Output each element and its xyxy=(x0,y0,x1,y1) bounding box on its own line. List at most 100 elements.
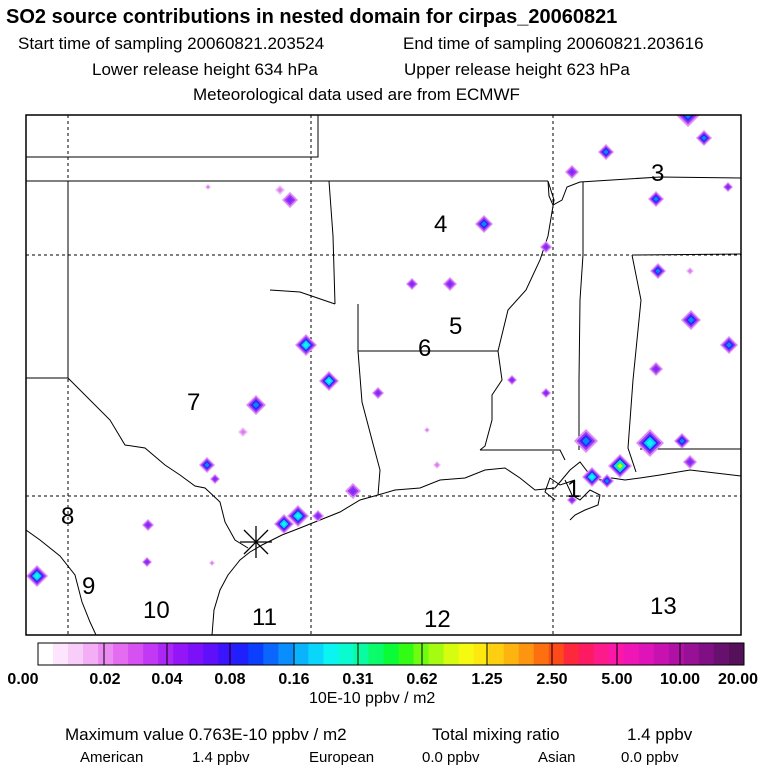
colorbar-segment xyxy=(38,643,54,665)
colorbar-segment xyxy=(158,643,174,665)
colorbar-segment xyxy=(398,643,414,665)
colorbar-segment xyxy=(413,643,429,665)
plume-cell xyxy=(569,497,575,503)
region-label-8: 8 xyxy=(61,503,74,530)
plume-cell xyxy=(295,513,301,519)
plume-cell xyxy=(277,187,283,193)
colorbar-segment xyxy=(173,643,189,665)
map-frame xyxy=(25,114,742,636)
colorbar-segment xyxy=(623,643,640,665)
asian-value: 0.0 ppbv xyxy=(621,749,679,766)
plume-cell xyxy=(509,377,515,383)
region-label-9: 9 xyxy=(82,573,95,600)
colorbar-segment xyxy=(248,643,264,665)
colorbar-segment xyxy=(428,643,444,665)
colorbar-segment xyxy=(68,643,84,665)
plume-cell xyxy=(655,268,661,274)
asian-label: Asian xyxy=(538,749,576,766)
plume-cell xyxy=(582,437,590,445)
colorbar-tick: 0.16 xyxy=(278,671,309,688)
colorbar-tick: 0.00 xyxy=(7,671,38,688)
region-label-4: 4 xyxy=(434,211,447,238)
plume-cell xyxy=(589,474,595,480)
colorbar-segment xyxy=(683,643,700,665)
european-value: 0.0 ppbv xyxy=(422,749,480,766)
plume-cell xyxy=(617,463,623,469)
plume-cell xyxy=(34,573,40,579)
colorbar-segment xyxy=(593,643,610,665)
colorbar-tick: 10.00 xyxy=(660,671,700,688)
plume-cell xyxy=(425,428,429,432)
plume-cell xyxy=(701,135,707,141)
plume-cell xyxy=(409,281,415,287)
plume-cell xyxy=(303,342,309,348)
colorbar-segment xyxy=(443,643,459,665)
region-label-3: 3 xyxy=(651,160,664,187)
colorbar-tick: 0.31 xyxy=(342,671,373,688)
plume-cell xyxy=(315,513,321,519)
colorbar-segment xyxy=(728,643,745,665)
met-data-source: Meteorological data used are from ECMWF xyxy=(193,85,520,104)
colorbar-segment xyxy=(218,643,234,665)
colorbar-segment xyxy=(638,643,655,665)
colorbar-segment xyxy=(383,643,399,665)
plume-cell xyxy=(687,268,693,274)
colorbar-segment xyxy=(233,643,249,665)
american-label: American xyxy=(80,749,144,766)
plume-cell xyxy=(144,559,150,565)
plume-cell xyxy=(375,390,381,396)
colorbar xyxy=(37,642,745,666)
region-label-10: 10 xyxy=(143,597,170,624)
plume-cell xyxy=(481,221,487,227)
colorbar-segment xyxy=(533,643,550,665)
colorbar-segment xyxy=(263,643,279,665)
european-label: European xyxy=(309,749,375,766)
colorbar-segment xyxy=(83,643,99,665)
so2-plume-field xyxy=(26,115,738,587)
plume-cell xyxy=(204,462,210,468)
colorbar-segment xyxy=(503,643,520,665)
plume-cell xyxy=(206,185,210,189)
region-label-11: 11 xyxy=(252,604,277,631)
total-mixing-value: 1.4 ppbv xyxy=(627,725,693,744)
colorbar-tick: 20.00 xyxy=(718,671,758,688)
plume-cell xyxy=(252,401,260,409)
colorbar-segment xyxy=(188,643,204,665)
maximum-value: Maximum value 0.763E-10 ppbv / m2 xyxy=(65,725,347,744)
plume-cell xyxy=(240,429,246,435)
plume-cell xyxy=(349,487,357,495)
plume-cell xyxy=(679,438,685,444)
plume-cell xyxy=(687,316,695,324)
plume-cell xyxy=(687,459,693,465)
colorbar-tick-labels: 0.00 0.02 0.04 0.08 0.16 0.31 0.62 1.25 … xyxy=(7,671,758,688)
region-label-13: 13 xyxy=(650,593,677,620)
colorbar-segment xyxy=(113,643,129,665)
colorbar-segment xyxy=(668,643,685,665)
colorbar-segment xyxy=(203,643,219,665)
colorbar-segment xyxy=(548,643,565,665)
region-label-1: 1 xyxy=(567,476,580,503)
region-label-7: 7 xyxy=(187,389,200,416)
state-borders xyxy=(26,115,741,635)
colorbar-tick: 5.00 xyxy=(601,671,632,688)
plume-cell xyxy=(543,390,549,396)
upper-release-height: Upper release height 623 hPa xyxy=(404,60,630,79)
colorbar-tick: 1.25 xyxy=(471,671,502,688)
plume-cell xyxy=(684,115,692,119)
colorbar-tick: 0.02 xyxy=(89,671,120,688)
region-label-5: 5 xyxy=(449,313,462,340)
colorbar-unit: 10E-10 ppbv / m2 xyxy=(309,690,436,707)
colorbar-segment xyxy=(368,643,384,665)
colorbar-tick: 0.08 xyxy=(214,671,245,688)
plume-cell xyxy=(543,244,549,250)
plume-cell xyxy=(653,366,659,372)
american-value: 1.4 ppbv xyxy=(192,749,250,766)
colorbar-segment xyxy=(278,643,294,665)
colorbar-segment xyxy=(578,643,595,665)
plume-cell xyxy=(653,196,659,202)
plume-cell xyxy=(726,342,732,348)
colorbar-segment xyxy=(473,643,490,665)
plume-cell xyxy=(286,196,294,204)
plume-cell xyxy=(210,561,214,565)
